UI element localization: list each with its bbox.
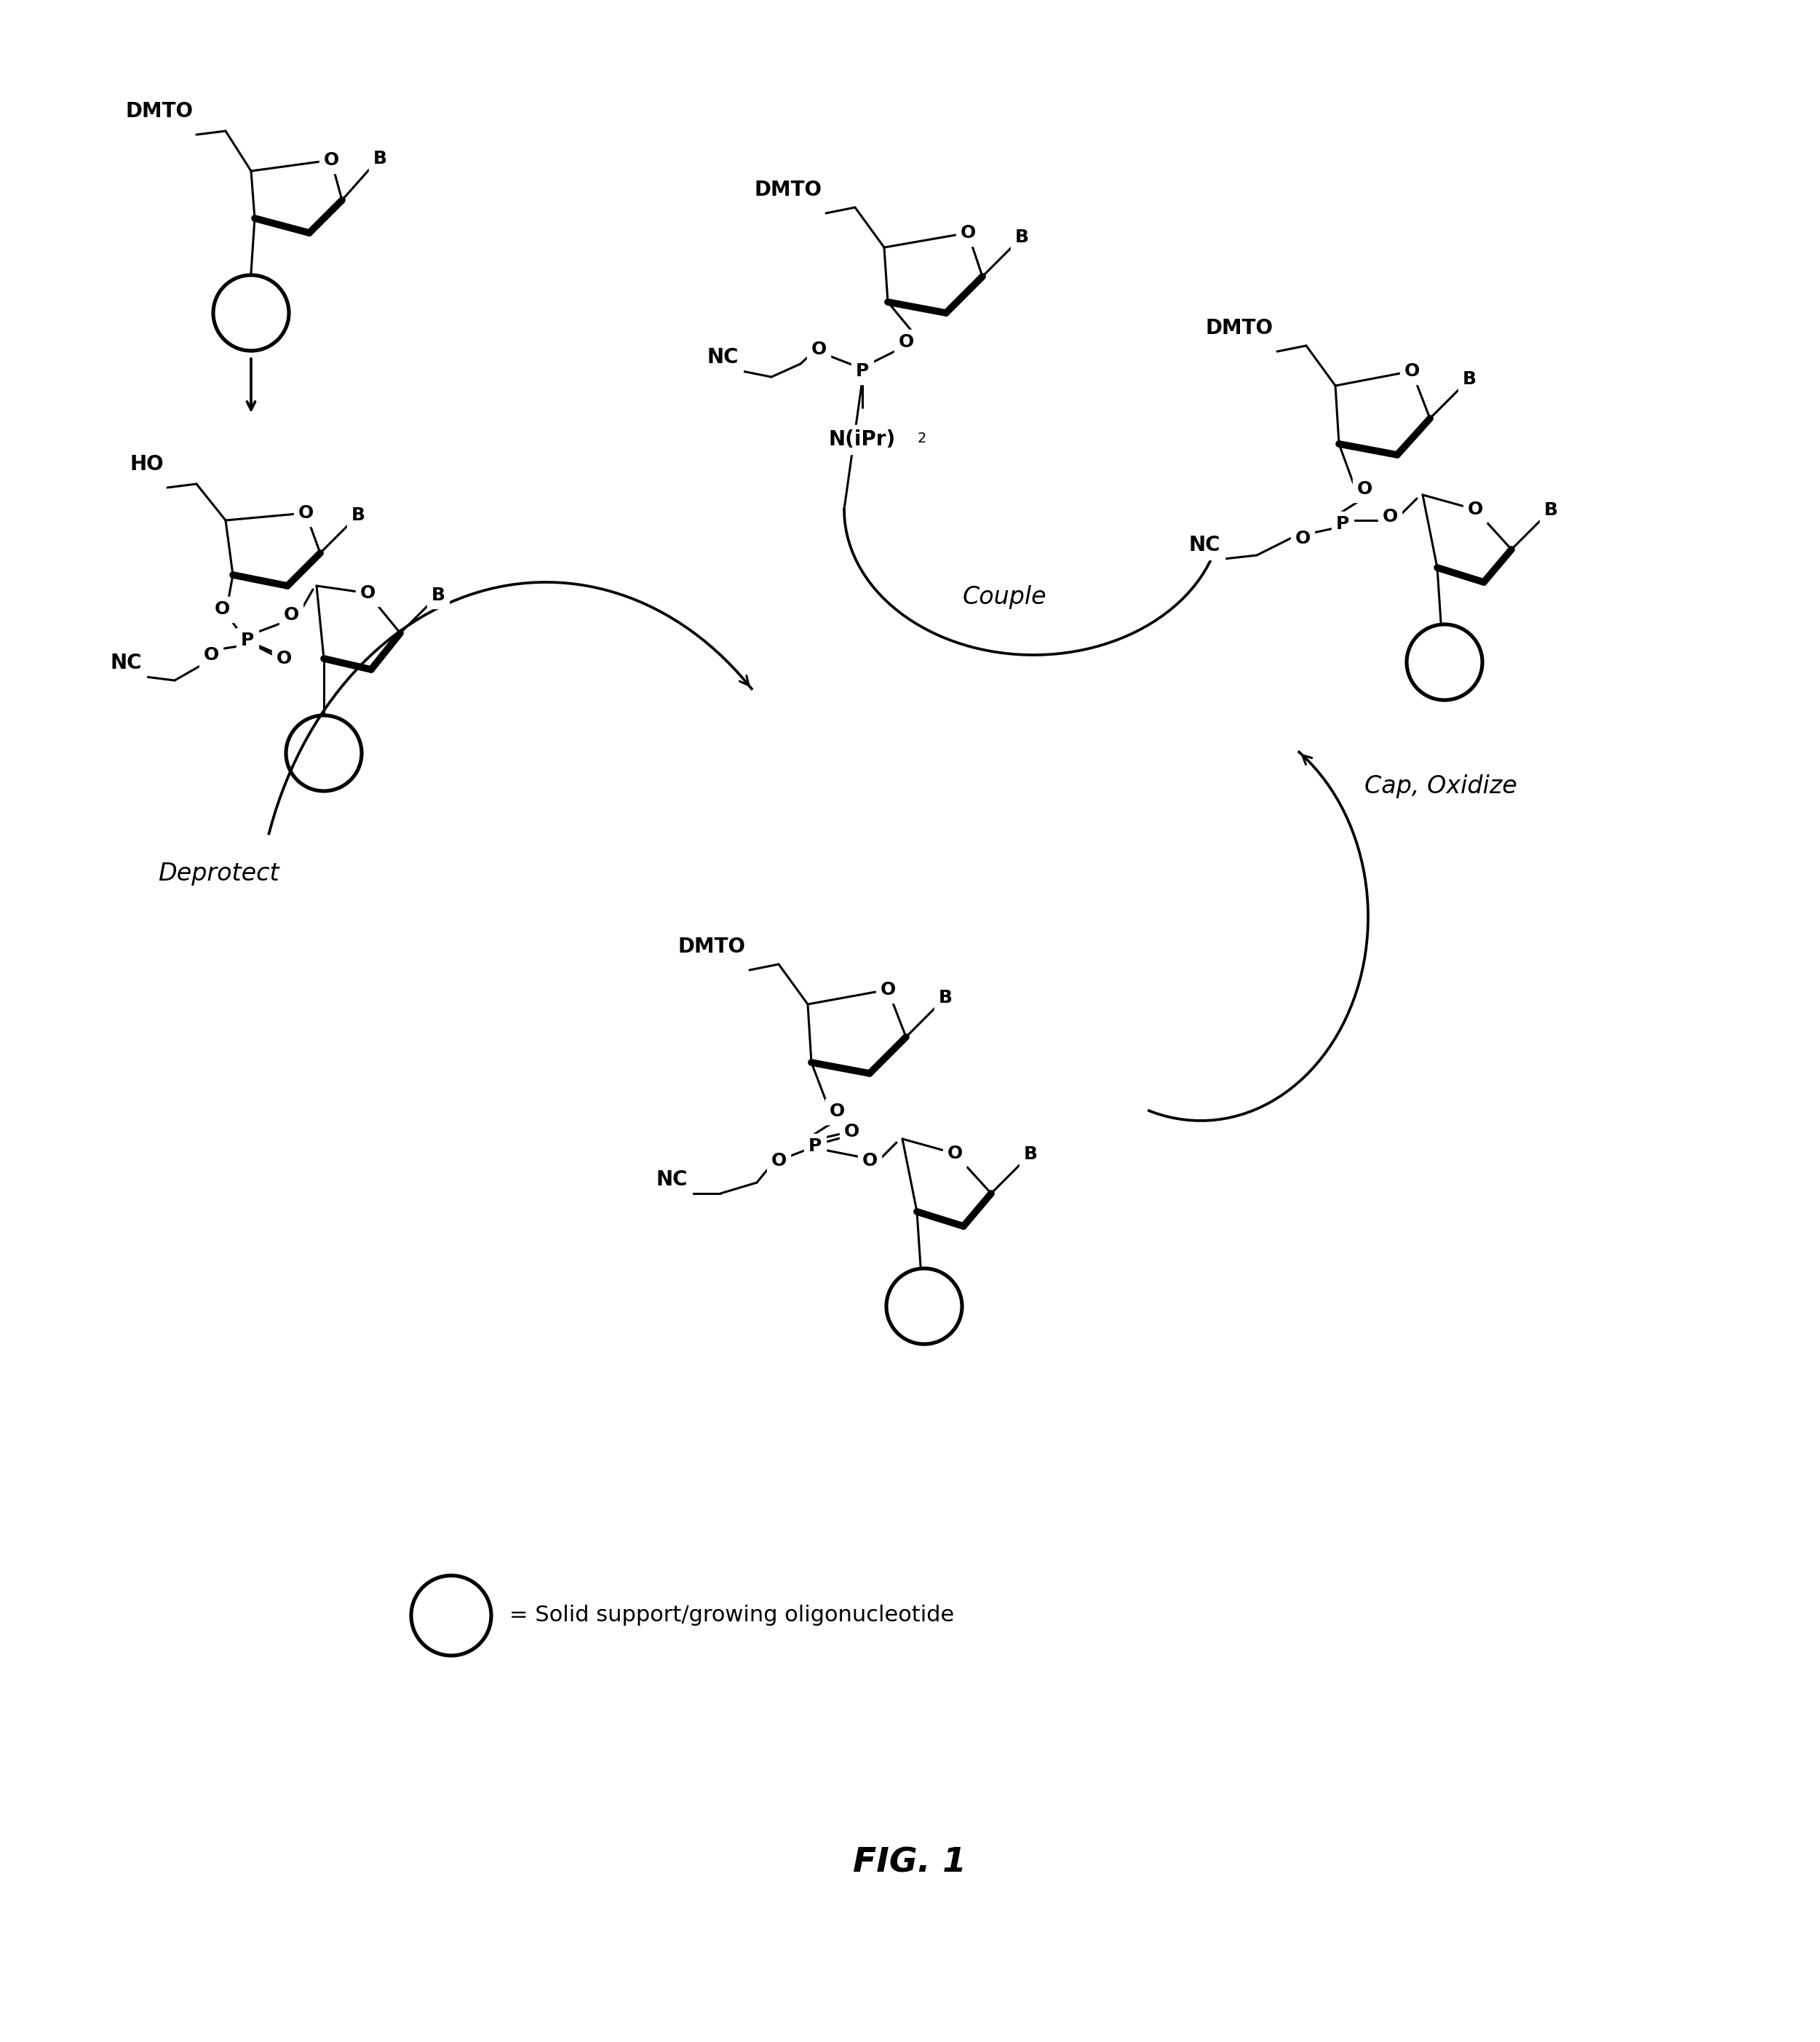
Text: NC: NC [706,347,739,368]
Text: B: B [1543,502,1558,519]
Text: O: O [1403,361,1420,380]
Text: O: O [284,606,298,623]
Text: $_2$: $_2$ [917,425,926,445]
Text: DMTO: DMTO [755,180,823,200]
Text: O: O [1294,529,1310,547]
Text: B: B [939,988,952,1007]
Text: DMTO: DMTO [679,937,746,958]
Text: O: O [324,151,339,169]
Text: P: P [855,361,868,380]
Text: O: O [1356,480,1372,498]
Text: O: O [1467,500,1483,519]
Text: O: O [812,341,826,357]
Text: O: O [204,645,218,664]
Text: O: O [360,584,375,602]
Text: = Solid support/growing oligonucleotide: = Solid support/growing oligonucleotide [510,1605,954,1625]
Text: Deprotect: Deprotect [158,862,278,886]
Text: NC: NC [1188,535,1221,555]
Text: P: P [240,631,255,649]
Text: B: B [431,586,446,604]
Text: Cap, Oxidize: Cap, Oxidize [1365,774,1518,798]
Text: B: B [1023,1146,1037,1162]
Text: O: O [863,1152,877,1170]
Text: O: O [899,333,914,351]
Text: B: B [373,149,388,167]
Text: NC: NC [111,653,142,674]
Text: O: O [277,649,291,668]
Text: O: O [844,1123,859,1139]
Text: DMTO: DMTO [126,102,193,123]
Text: B: B [1016,229,1028,245]
Text: Couple: Couple [963,584,1046,609]
Text: HO: HO [129,453,164,474]
Text: O: O [772,1152,786,1170]
Text: B: B [1461,370,1476,388]
Text: DMTO: DMTO [1207,319,1274,339]
Text: P: P [1336,515,1349,533]
Text: O: O [1381,508,1398,525]
Text: P: P [808,1137,821,1156]
Text: FIG. 1: FIG. 1 [854,1846,966,1879]
Text: O: O [961,225,976,241]
Text: O: O [830,1103,844,1119]
Text: O: O [946,1146,963,1162]
Text: O: O [215,600,229,619]
Text: O: O [298,504,313,523]
Text: O: O [881,980,895,999]
Text: N(iPr): N(iPr) [828,429,895,449]
Text: NC: NC [655,1170,688,1190]
Text: B: B [351,506,366,525]
